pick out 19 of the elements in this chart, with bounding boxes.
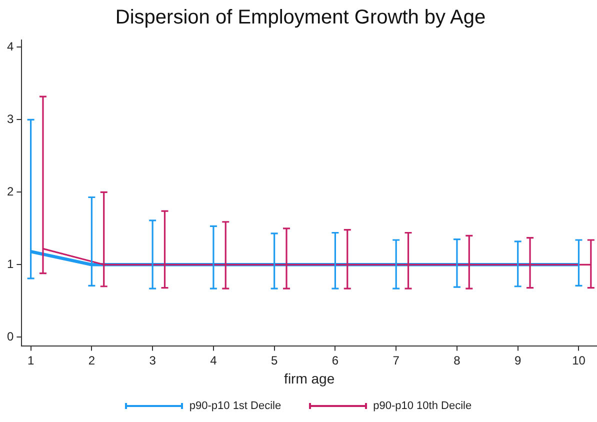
x-tick-label: 5 xyxy=(270,353,278,368)
legend-label: p90-p10 1st Decile xyxy=(189,400,282,412)
legend-label: p90-p10 10th Decile xyxy=(373,400,472,412)
y-tick-label: 0 xyxy=(6,329,14,344)
x-tick-label: 2 xyxy=(88,353,96,368)
chart-title: Dispersion of Employment Growth by Age xyxy=(115,6,486,29)
x-tick-label: 3 xyxy=(149,353,156,368)
x-tick-label: 6 xyxy=(332,353,339,368)
x-tick-label: 10 xyxy=(572,353,586,368)
y-tick-label: 2 xyxy=(6,184,14,198)
y-tick-label: 4 xyxy=(6,40,14,54)
y-tick-label: 1 xyxy=(6,256,14,271)
x-tick-label: 8 xyxy=(454,353,461,368)
x-tick-label: 7 xyxy=(392,353,400,368)
y-tick-label: 3 xyxy=(6,112,14,126)
x-tick-label: 1 xyxy=(27,353,34,368)
x-axis-title: firm age xyxy=(284,370,335,386)
x-tick-label: 4 xyxy=(210,353,218,368)
x-tick-label: 9 xyxy=(514,353,522,368)
